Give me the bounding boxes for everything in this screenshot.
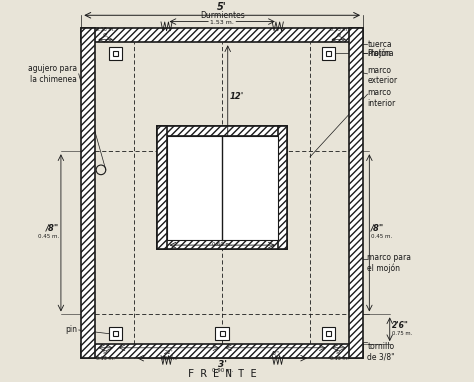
Text: agujero para
la chimenea: agujero para la chimenea [28, 64, 77, 84]
Text: 0.13 m.: 0.13 m. [329, 356, 348, 361]
Text: 0.75 m.: 0.75 m. [392, 331, 412, 336]
Text: 5': 5' [217, 2, 227, 12]
Text: 0.60 m.: 0.60 m. [212, 242, 232, 247]
Text: Platina: Platina [367, 49, 394, 58]
Bar [216, 327, 229, 340]
Text: 1.53 m.: 1.53 m. [210, 21, 234, 26]
Text: /8": /8" [46, 224, 59, 233]
Bar [219, 331, 225, 336]
Text: el asiento: el asiento [222, 190, 256, 196]
Text: para: para [230, 178, 248, 186]
Bar [113, 51, 118, 56]
Text: F R E N T E: F R E N T E [188, 369, 256, 379]
Text: 12': 12' [229, 92, 244, 101]
Bar [322, 327, 335, 340]
Bar [82, 28, 363, 42]
Text: mojón: mojón [367, 49, 391, 58]
Text: 9': 9' [102, 350, 108, 355]
Bar [349, 28, 363, 358]
Text: marco
interior: marco interior [367, 88, 396, 108]
Bar [157, 126, 287, 249]
Bar [326, 331, 331, 336]
Text: marco
exterior: marco exterior [367, 66, 398, 86]
Bar [166, 136, 278, 240]
Bar [82, 344, 363, 358]
Bar [157, 240, 287, 249]
Bar [157, 126, 287, 136]
Bar [326, 51, 331, 56]
Text: hueco: hueco [168, 180, 191, 188]
Text: 0.13 m.: 0.13 m. [329, 28, 348, 32]
Bar [109, 327, 122, 340]
Bar [113, 331, 118, 336]
Text: 0.45 m.: 0.45 m. [371, 234, 392, 239]
Text: /8": /8" [271, 350, 280, 355]
Text: /8": /8" [371, 224, 384, 233]
Text: tuerca: tuerca [367, 40, 392, 49]
Text: tornillo
de 3/8": tornillo de 3/8" [367, 342, 395, 362]
Text: pin: pin [65, 325, 77, 335]
Text: 2'6": 2'6" [392, 321, 409, 330]
Text: 21': 21' [164, 350, 174, 355]
Text: 0.90 m.: 0.90 m. [211, 368, 233, 373]
Text: 9': 9' [102, 32, 108, 37]
Text: 0.60m.: 0.60m. [160, 356, 178, 361]
Text: marco para
el mojón: marco para el mojón [367, 253, 411, 272]
Text: 9': 9' [336, 350, 342, 355]
Bar [157, 126, 166, 249]
Bar [82, 28, 95, 358]
Bar [109, 47, 122, 60]
Bar [278, 126, 287, 249]
Bar [322, 47, 335, 60]
Text: 0.45 m.: 0.45 m. [38, 234, 59, 239]
Text: 3': 3' [218, 360, 227, 369]
Text: 0.13 m.: 0.13 m. [96, 28, 115, 32]
Text: 24': 24' [216, 232, 228, 241]
Text: 0.13 m.: 0.13 m. [96, 356, 115, 361]
Text: Durmientes: Durmientes [200, 11, 245, 20]
Text: 9: 9 [337, 32, 341, 37]
